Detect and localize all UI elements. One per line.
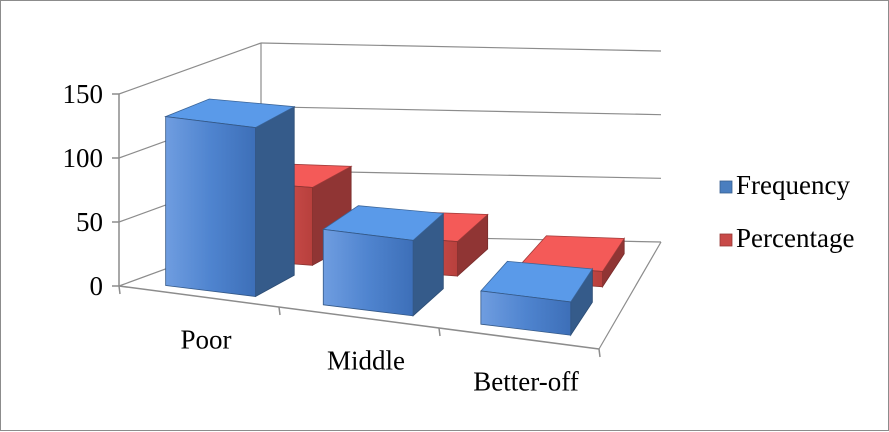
gridline — [260, 42, 662, 52]
bar-front-face — [480, 290, 572, 336]
bar — [480, 260, 594, 337]
legend-swatch — [719, 233, 733, 247]
category-label: Middle — [327, 346, 405, 376]
bar-side-face — [255, 105, 295, 298]
legend-swatch — [719, 180, 733, 194]
legend-item: Percentage — [719, 223, 854, 253]
y-tick-label: 0 — [90, 271, 104, 301]
legend-label: Frequency — [736, 170, 850, 200]
category-label: Better-off — [473, 367, 578, 397]
x-tick — [118, 285, 121, 295]
x-axis — [118, 285, 600, 350]
y-tick-label: 50 — [76, 207, 103, 237]
legend-item: Frequency — [719, 170, 850, 200]
bar — [322, 205, 445, 317]
x-tick — [278, 306, 281, 316]
floor-right-edge — [598, 241, 662, 350]
axes — [112, 93, 662, 358]
category-label: Poor — [180, 325, 231, 355]
legend-label: Percentage — [736, 223, 854, 253]
axis-labels: 0 50 100 150 Poor Middle Better-off — [63, 79, 579, 397]
bars — [164, 98, 625, 337]
x-tick — [598, 348, 601, 358]
y-tick-label: 100 — [63, 143, 104, 173]
y-tick-label: 150 — [63, 79, 104, 109]
gridline — [260, 106, 662, 116]
legend: Frequency Percentage — [719, 170, 854, 253]
bar-front-face — [165, 116, 256, 297]
gridline — [118, 42, 262, 95]
x-tick — [438, 327, 441, 337]
bar — [164, 98, 296, 298]
bar-front-face — [322, 228, 414, 317]
